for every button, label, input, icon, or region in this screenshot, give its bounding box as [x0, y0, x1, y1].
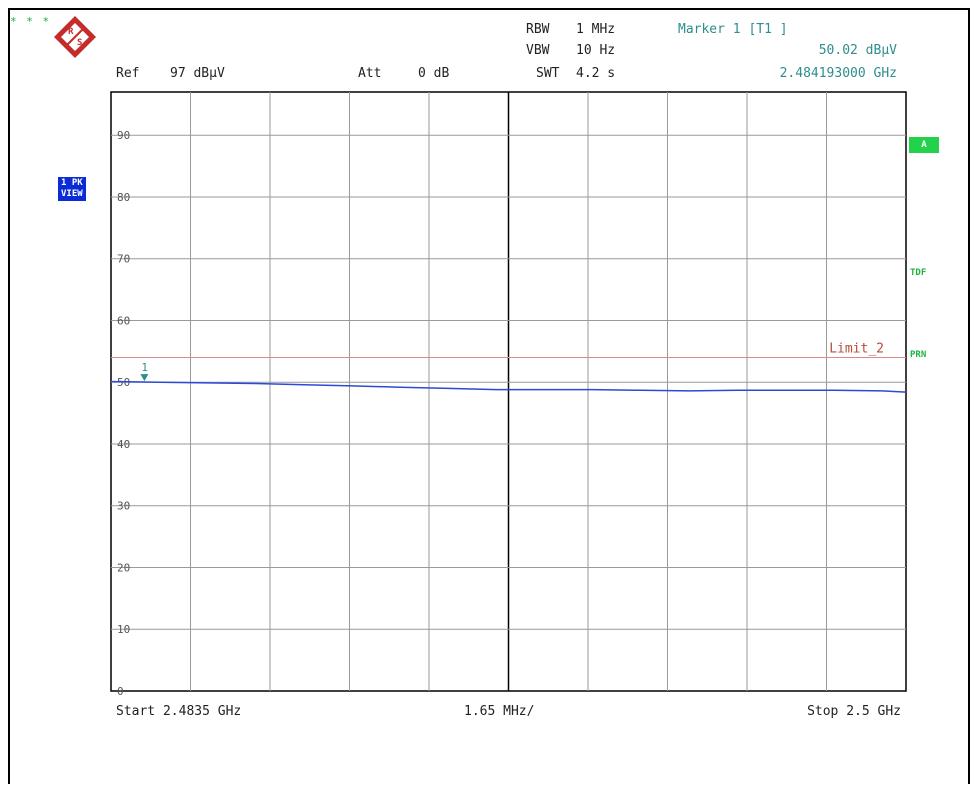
limit-line-group: Limit_2: [111, 342, 906, 359]
y-tick-label: 80: [117, 191, 130, 204]
analyzer-screen: R S * RBW 1 MHz * VBW 10 Hz Ref 97 dBµV …: [8, 8, 970, 784]
swt-value: 4.2 s: [576, 66, 616, 81]
y-tick-label: 70: [117, 253, 130, 266]
trace-group: [110, 380, 907, 393]
start-frequency: Start 2.4835 GHz: [116, 704, 242, 719]
y-tick-label: 50: [117, 376, 130, 389]
att-value: 0 dB: [418, 66, 450, 81]
y-tick-label: 30: [117, 500, 130, 513]
vbw-value: 10 Hz: [576, 43, 616, 58]
svg-text:R: R: [68, 27, 74, 37]
marker-1-label: 1: [141, 361, 148, 374]
y-tick-labels: 90 80 70 60 50 40 30 20 10 0: [117, 129, 130, 698]
limit-line-label: Limit_2: [829, 342, 884, 357]
trace-a-indicator: A: [909, 137, 939, 153]
swt-label: SWT: [536, 66, 560, 81]
marker-level: 50.02 dBµV: [818, 43, 897, 58]
trace-view-label: VIEW: [61, 189, 83, 199]
y-tick-label: 40: [117, 438, 130, 451]
vbw-label: VBW: [526, 43, 550, 58]
marker-1-triangle: [140, 374, 149, 382]
ref-label: Ref: [116, 66, 140, 81]
att-label: Att: [358, 66, 382, 81]
trace-mode-badge: 1 PK VIEW: [58, 177, 86, 201]
trace-line: [110, 380, 907, 393]
plot-grid: [110, 91, 907, 692]
spectrum-plot: 90 80 70 60 50 40 30 20 10 0 Limit_2 1: [110, 91, 907, 698]
ref-value: 97 dBµV: [170, 66, 225, 81]
tdf-indicator: TDF: [910, 268, 927, 278]
rbw-star-icon: *: [10, 15, 17, 28]
stop-frequency: Stop 2.5 GHz: [807, 704, 901, 719]
rbw-value: 1 MHz: [576, 22, 616, 37]
y-tick-label: 10: [117, 623, 130, 636]
y-tick-label: 90: [117, 129, 130, 142]
rbw-label: RBW: [526, 22, 550, 37]
marker-frequency: 2.484193000 GHz: [779, 66, 897, 81]
trace-detector-label: 1 PK: [61, 178, 83, 188]
marker-group: 1: [140, 361, 149, 382]
y-tick-label: 20: [117, 561, 130, 574]
prn-indicator: PRN: [910, 350, 927, 360]
rohde-schwarz-logo: R S: [54, 16, 96, 58]
att-star-icon: *: [42, 15, 50, 28]
span-per-division: 1.65 MHz/: [464, 704, 535, 719]
vbw-star-icon: *: [26, 15, 33, 28]
marker-title: Marker 1 [T1 ]: [678, 22, 788, 37]
y-tick-label: 60: [117, 314, 130, 327]
svg-text:S: S: [77, 38, 82, 48]
y-tick-label: 0: [117, 685, 124, 698]
